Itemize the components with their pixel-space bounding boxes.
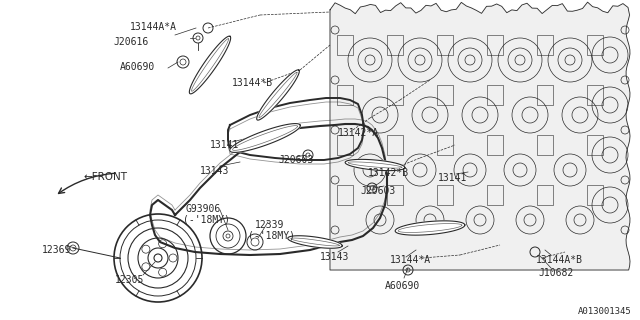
Text: G93906: G93906 xyxy=(186,204,221,214)
Bar xyxy=(587,35,603,55)
Polygon shape xyxy=(288,236,342,248)
Bar xyxy=(537,85,553,105)
Bar xyxy=(487,85,503,105)
Text: 13144*B: 13144*B xyxy=(232,78,273,88)
Polygon shape xyxy=(395,221,465,235)
Bar xyxy=(437,35,453,55)
Polygon shape xyxy=(257,70,300,120)
Text: 13144A*B: 13144A*B xyxy=(536,255,583,265)
Polygon shape xyxy=(189,36,230,94)
Bar xyxy=(587,185,603,205)
Text: J20616: J20616 xyxy=(113,37,148,47)
Bar xyxy=(337,85,353,105)
Bar xyxy=(387,185,403,205)
Bar xyxy=(587,85,603,105)
Bar xyxy=(337,135,353,155)
Text: 12305: 12305 xyxy=(115,275,145,285)
Text: J20603: J20603 xyxy=(360,186,396,196)
Text: 13142*B: 13142*B xyxy=(368,168,409,178)
Text: A013001345: A013001345 xyxy=(579,307,632,316)
Text: 12339: 12339 xyxy=(255,220,284,230)
Text: 13142*A: 13142*A xyxy=(338,128,379,138)
Text: J20603: J20603 xyxy=(278,155,313,165)
Text: 13144*A: 13144*A xyxy=(390,255,431,265)
Bar xyxy=(487,185,503,205)
Bar xyxy=(337,185,353,205)
Bar xyxy=(387,85,403,105)
Text: 13141: 13141 xyxy=(210,140,239,150)
Polygon shape xyxy=(330,2,630,270)
Text: (-'18MY): (-'18MY) xyxy=(183,215,230,225)
Bar xyxy=(487,135,503,155)
Bar xyxy=(387,35,403,55)
Bar xyxy=(437,185,453,205)
Text: 13143: 13143 xyxy=(200,166,229,176)
Bar xyxy=(487,35,503,55)
Text: 13143: 13143 xyxy=(320,252,349,262)
Text: 13144A*A: 13144A*A xyxy=(130,22,177,32)
Bar xyxy=(537,135,553,155)
Bar xyxy=(587,135,603,155)
Polygon shape xyxy=(230,124,300,152)
Text: 13141: 13141 xyxy=(438,173,467,183)
Bar xyxy=(437,135,453,155)
Text: (-'18MY): (-'18MY) xyxy=(248,231,295,241)
Bar xyxy=(337,35,353,55)
Text: J10682: J10682 xyxy=(538,268,573,278)
Polygon shape xyxy=(345,159,405,171)
Text: A60690: A60690 xyxy=(120,62,156,72)
Bar xyxy=(537,185,553,205)
Text: ←FRONT: ←FRONT xyxy=(84,172,128,182)
Bar xyxy=(537,35,553,55)
Text: A60690: A60690 xyxy=(385,281,420,291)
Bar xyxy=(387,135,403,155)
Bar xyxy=(437,85,453,105)
Text: 12369: 12369 xyxy=(42,245,72,255)
